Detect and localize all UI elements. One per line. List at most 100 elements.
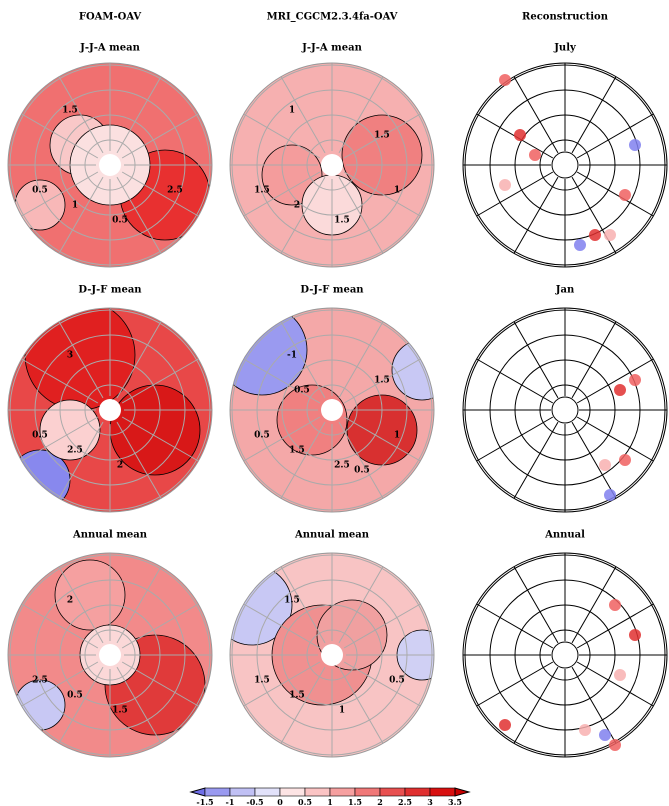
panel-title: D-J-F mean bbox=[300, 285, 364, 296]
contour-label: 2 bbox=[117, 461, 123, 471]
proxy-site bbox=[574, 239, 586, 251]
contour-label: 0.5 bbox=[32, 431, 48, 441]
contour-label: 1.5 bbox=[334, 216, 350, 226]
colorbar-label: -1 bbox=[226, 797, 235, 806]
pole bbox=[321, 399, 343, 421]
colorbar-segment bbox=[305, 788, 330, 796]
colorbar-segment bbox=[430, 788, 455, 796]
proxy-site bbox=[579, 724, 591, 736]
contour-label: 2.5 bbox=[167, 186, 183, 196]
contour-label: 0.5 bbox=[67, 691, 83, 701]
panel-title: Annual bbox=[544, 530, 585, 541]
colorbar-segment bbox=[230, 788, 255, 796]
contour-label: 1.5 bbox=[284, 596, 300, 606]
colorbar-label: 2 bbox=[377, 797, 383, 806]
pole bbox=[321, 644, 343, 666]
pole bbox=[552, 397, 578, 423]
proxy-site bbox=[629, 629, 641, 641]
panel-title: Jan bbox=[555, 285, 575, 296]
pole bbox=[552, 642, 578, 668]
colorbar-segment bbox=[205, 788, 230, 796]
proxy-site bbox=[614, 384, 626, 396]
colorbar-segment bbox=[330, 788, 355, 796]
pole bbox=[552, 152, 578, 178]
colorbar-segment bbox=[280, 788, 305, 796]
contour-label: 1 bbox=[394, 186, 400, 196]
pole bbox=[99, 399, 121, 421]
colorbar-label: 3.5 bbox=[448, 797, 462, 806]
proxy-site bbox=[629, 139, 641, 151]
polar-map bbox=[463, 63, 667, 267]
column-header: MRI_CGCM2.3.4fa-OAV bbox=[267, 12, 398, 23]
contour-label: 0.5 bbox=[354, 466, 370, 476]
contour-label: 1.5 bbox=[254, 186, 270, 196]
proxy-site bbox=[589, 229, 601, 241]
proxy-site bbox=[529, 149, 541, 161]
proxy-site bbox=[499, 179, 511, 191]
anomaly-region bbox=[110, 385, 200, 475]
polar-map: -10.51.52.511.50.50.5 bbox=[217, 305, 452, 512]
panel-title: D-J-F mean bbox=[78, 285, 142, 296]
contour-label: 1.5 bbox=[289, 691, 305, 701]
proxy-site bbox=[499, 719, 511, 731]
contour-label: 1.5 bbox=[374, 376, 390, 386]
polar-map: 1.5 0.5 1 0.5 2.5 bbox=[8, 63, 212, 267]
proxy-site bbox=[604, 229, 616, 241]
contour-label: 2.5 bbox=[32, 676, 48, 686]
contour-label: 2.5 bbox=[67, 446, 83, 456]
anomaly-region bbox=[25, 300, 135, 410]
contour-label: 1.5 bbox=[112, 706, 128, 716]
contour-label: -1 bbox=[287, 351, 297, 361]
colorbar-label: -0.5 bbox=[246, 797, 263, 806]
colorbar-label: 0.5 bbox=[298, 797, 312, 806]
polar-map bbox=[463, 553, 667, 757]
proxy-site bbox=[499, 74, 511, 86]
contour-label: 1 bbox=[394, 431, 400, 441]
colorbar-segment bbox=[355, 788, 380, 796]
colorbar-label: 3 bbox=[427, 797, 433, 806]
pole bbox=[99, 644, 121, 666]
colorbar-segment bbox=[405, 788, 430, 796]
panel-title: J-J-A mean bbox=[79, 43, 140, 54]
proxy-site bbox=[619, 454, 631, 466]
contour-label: 0.5 bbox=[389, 676, 405, 686]
colorbar-end bbox=[455, 788, 469, 796]
polar-map bbox=[463, 308, 667, 512]
contour-label: 0.5 bbox=[294, 386, 310, 396]
contour-label: 1.5 bbox=[254, 676, 270, 686]
contour-label: 1 bbox=[72, 201, 78, 211]
proxy-site bbox=[604, 489, 616, 501]
proxy-site bbox=[514, 129, 526, 141]
colorbar-segment bbox=[380, 788, 405, 796]
polar-map: 11.521.511.5 bbox=[230, 63, 434, 267]
contour-label: 3 bbox=[67, 351, 73, 361]
colorbar-label: 1 bbox=[327, 797, 333, 806]
pole bbox=[99, 154, 121, 176]
proxy-site bbox=[614, 669, 626, 681]
proxy-site bbox=[629, 374, 641, 386]
panel-title: July bbox=[553, 43, 577, 54]
proxy-site bbox=[599, 729, 611, 741]
contour-label: 0.5 bbox=[112, 216, 128, 226]
polar-map: 22.50.51.5 bbox=[8, 553, 212, 757]
proxy-site bbox=[599, 459, 611, 471]
proxy-site bbox=[619, 189, 631, 201]
proxy-site bbox=[609, 599, 621, 611]
contour-label: 1.5 bbox=[62, 106, 78, 116]
colorbar-segment bbox=[255, 788, 280, 796]
contour-label: 0.5 bbox=[32, 186, 48, 196]
figure: FOAM-OAVJ-J-A mean1.50.510.52.5D-J-F mea… bbox=[0, 0, 669, 806]
pole bbox=[321, 154, 343, 176]
colorbar-label: 1.5 bbox=[348, 797, 362, 806]
panel-title: Annual mean bbox=[294, 530, 370, 541]
contour-label: 1.5 bbox=[374, 131, 390, 141]
colorbar-label: 0 bbox=[277, 797, 283, 806]
panel-title: Annual mean bbox=[72, 530, 148, 541]
contour-label: 2 bbox=[294, 201, 300, 211]
contour-label: 1 bbox=[339, 706, 345, 716]
polar-map: 3 0.5 2.5 2 bbox=[8, 300, 212, 512]
column-header: Reconstruction bbox=[522, 12, 609, 23]
colorbar-label: -1.5 bbox=[196, 797, 213, 806]
proxy-site bbox=[609, 739, 621, 751]
contour-label: 1.5 bbox=[289, 446, 305, 456]
